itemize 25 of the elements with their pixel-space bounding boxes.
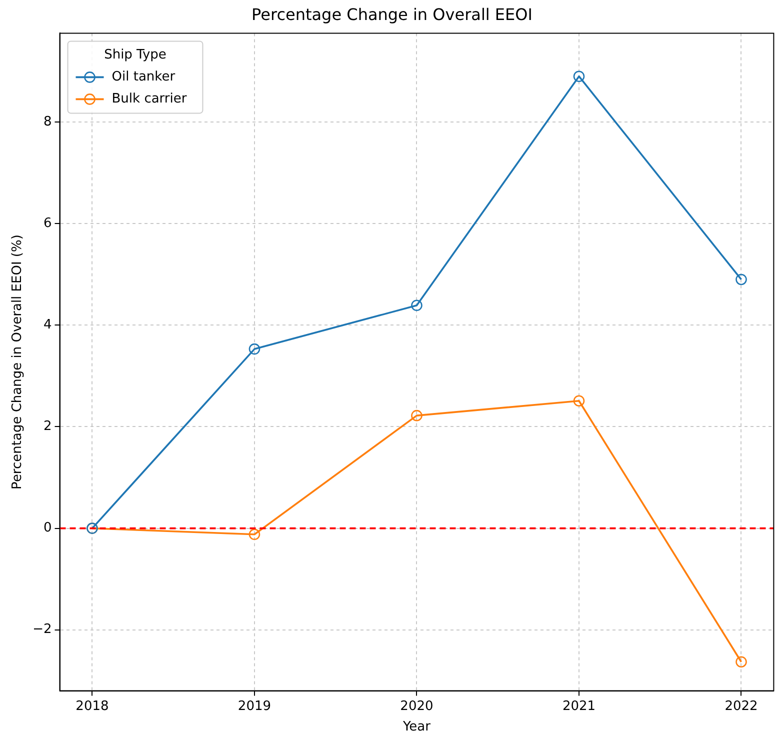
point	[248, 343, 260, 355]
x-tick-label: 2019	[238, 698, 272, 714]
point	[411, 300, 422, 312]
y-tick-label: 8	[43, 114, 52, 130]
point	[411, 410, 422, 422]
x-axis-title: Year	[402, 720, 432, 735]
y-axis-title: Percentage Change in Overall EEOI (%)	[10, 234, 26, 490]
legend-label: Bulk carrier	[112, 92, 188, 107]
point	[736, 274, 747, 286]
y-tick-label: 2	[43, 419, 52, 434]
y-tick-label: −2	[32, 622, 52, 638]
y-tick-label: 6	[43, 216, 52, 231]
point	[573, 395, 585, 406]
x-tick-label: 2020	[400, 698, 434, 714]
x-tick-label: 2021	[562, 698, 596, 714]
x-tick-label: 2022	[724, 698, 758, 714]
y-tick-label: 0	[43, 520, 52, 536]
x-tick-label: 2018	[76, 698, 109, 714]
chart-title: Percentage Change in Overall EEOI	[252, 4, 532, 24]
point	[736, 656, 747, 668]
legend-label: Oil tanker	[112, 70, 176, 85]
legend-title: Ship Type	[104, 48, 166, 63]
y-tick-label: 4	[43, 318, 52, 333]
point	[573, 70, 585, 82]
point	[248, 528, 260, 540]
